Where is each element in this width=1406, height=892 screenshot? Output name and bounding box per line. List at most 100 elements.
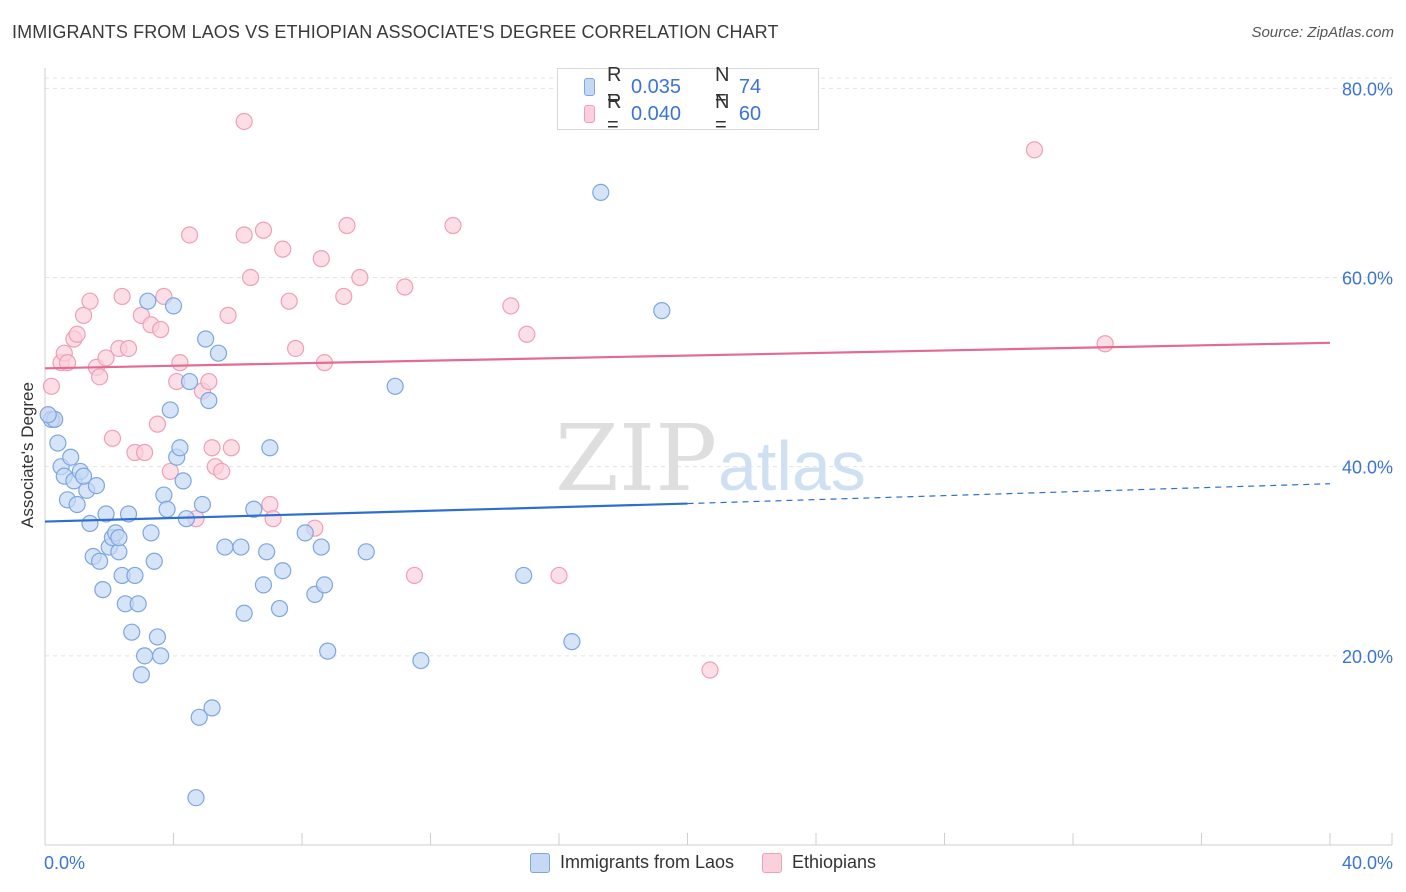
ethiopians-legend-swatch: [762, 852, 782, 873]
scatter-point: [135, 647, 154, 665]
scatter-point: [187, 789, 205, 807]
r-label: R =: [607, 64, 622, 109]
scatter-point: [203, 439, 221, 457]
scatter-point: [296, 524, 314, 542]
scatter-point: [396, 278, 414, 296]
scatter-point: [132, 666, 150, 684]
r-value: 0.035: [630, 75, 682, 98]
tick-labels: 20.0% 40.0% 60.0% 80.0% 0.0% 40.0%: [44, 79, 1393, 873]
scatter-point: [254, 576, 273, 594]
scatter-point: [338, 216, 356, 235]
chart-title: IMMIGRANTS FROM LAOS VS ETHIOPIAN ASSOCI…: [12, 22, 779, 42]
scatter-point: [123, 623, 141, 641]
scatter-point: [258, 543, 276, 561]
scatter-point: [148, 415, 167, 433]
n-label: N =: [714, 64, 730, 109]
scatter-point: [58, 354, 77, 372]
watermark-zip: ZIP: [555, 405, 717, 512]
scatter-point: [386, 377, 404, 395]
scatter-point: [235, 226, 253, 244]
legend-label-laos: Immigrants from Laos: [559, 852, 734, 872]
scatter-point: [68, 325, 86, 343]
scatter-point: [62, 448, 80, 466]
scatter-point: [68, 495, 86, 514]
scatter-point: [1096, 335, 1114, 353]
scatter-point: [174, 472, 192, 490]
grid-lines: [45, 77, 1392, 657]
scatter-point: [97, 349, 115, 367]
scatter-point: [261, 495, 279, 514]
scatter-point: [515, 566, 533, 585]
y-tick-label: 20.0%: [1342, 647, 1393, 667]
series-laos-points: [39, 183, 671, 807]
scatter-point: [502, 297, 520, 315]
scatter-point: [39, 406, 57, 424]
scatter-point: [242, 268, 260, 287]
legend-item-ethiopians[interactable]: Ethiopians: [762, 852, 876, 873]
scatter-point: [274, 240, 292, 258]
scatter-point: [152, 320, 170, 339]
scatter-point: [97, 505, 115, 523]
series-ethiopians-points: [39, 112, 1114, 679]
scatter-point: [232, 538, 250, 556]
scatter-point: [103, 429, 122, 447]
scatter-point: [264, 510, 282, 528]
scatter-point: [563, 633, 581, 651]
scatter-point: [312, 250, 330, 268]
scatter-point: [319, 642, 337, 660]
scatter-point: [245, 500, 263, 518]
stats-legend: R = 0.035 N = 74 R = 0.040 N = 60: [557, 64, 819, 136]
scatter-point: [203, 699, 221, 717]
scatter-point: [119, 339, 138, 358]
scatter-point: [81, 292, 99, 310]
scatter-point: [200, 391, 218, 410]
scatter-point: [315, 576, 334, 594]
n-value: 60: [738, 102, 762, 125]
trend-line-ethiopians: [44, 341, 1331, 370]
scatter-point: [119, 505, 138, 523]
scatter-point: [653, 302, 671, 320]
laos-legend-swatch: [529, 852, 550, 873]
scatter-point: [213, 462, 231, 481]
scatter-point: [87, 477, 106, 495]
r-label: R =: [607, 91, 622, 136]
scatter-point: [180, 372, 199, 391]
scatter-point: [91, 368, 109, 386]
scatter-point: [550, 566, 568, 585]
scatter-point: [518, 325, 536, 343]
scatter-point: [193, 495, 212, 514]
n-value: 74: [738, 75, 762, 98]
scatter-point: [158, 500, 176, 518]
y-tick-label: 40.0%: [1342, 458, 1393, 478]
scatter-point: [190, 708, 208, 726]
scatter-point: [405, 566, 424, 585]
series-legend: Immigrants from Laos Ethiopians: [0, 852, 1406, 873]
scatter-point: [592, 183, 610, 202]
scatter-point: [335, 287, 353, 306]
scatter-point: [357, 543, 375, 561]
x-tick-label: 0.0%: [44, 853, 85, 873]
scatter-point: [261, 439, 279, 457]
scatter-point: [74, 467, 93, 485]
watermark-atlas: atlas: [718, 427, 866, 505]
scatter-point: [209, 344, 228, 362]
x-tick-label: 40.0%: [1342, 853, 1393, 873]
y-axis-label: Associate's Degree: [18, 382, 37, 528]
watermark: ZIP atlas: [555, 405, 866, 512]
scatter-point: [200, 372, 218, 391]
scatter-point: [129, 595, 147, 613]
scatter-point: [126, 566, 144, 585]
scatter-point: [216, 538, 234, 556]
scatter-point: [42, 377, 61, 395]
scatter-point: [164, 297, 183, 315]
y-tick-label: 60.0%: [1342, 269, 1393, 289]
legend-item-laos[interactable]: Immigrants from Laos: [529, 852, 734, 873]
scatter-point: [701, 661, 719, 679]
scatter-point: [235, 112, 253, 131]
scatter-point: [155, 486, 173, 504]
trend-line-laos: [44, 502, 688, 523]
legend-row-ethiopians: R = 0.040 N = 60: [584, 91, 823, 136]
scatter-point: [171, 354, 189, 372]
scatter-point: [135, 443, 154, 462]
